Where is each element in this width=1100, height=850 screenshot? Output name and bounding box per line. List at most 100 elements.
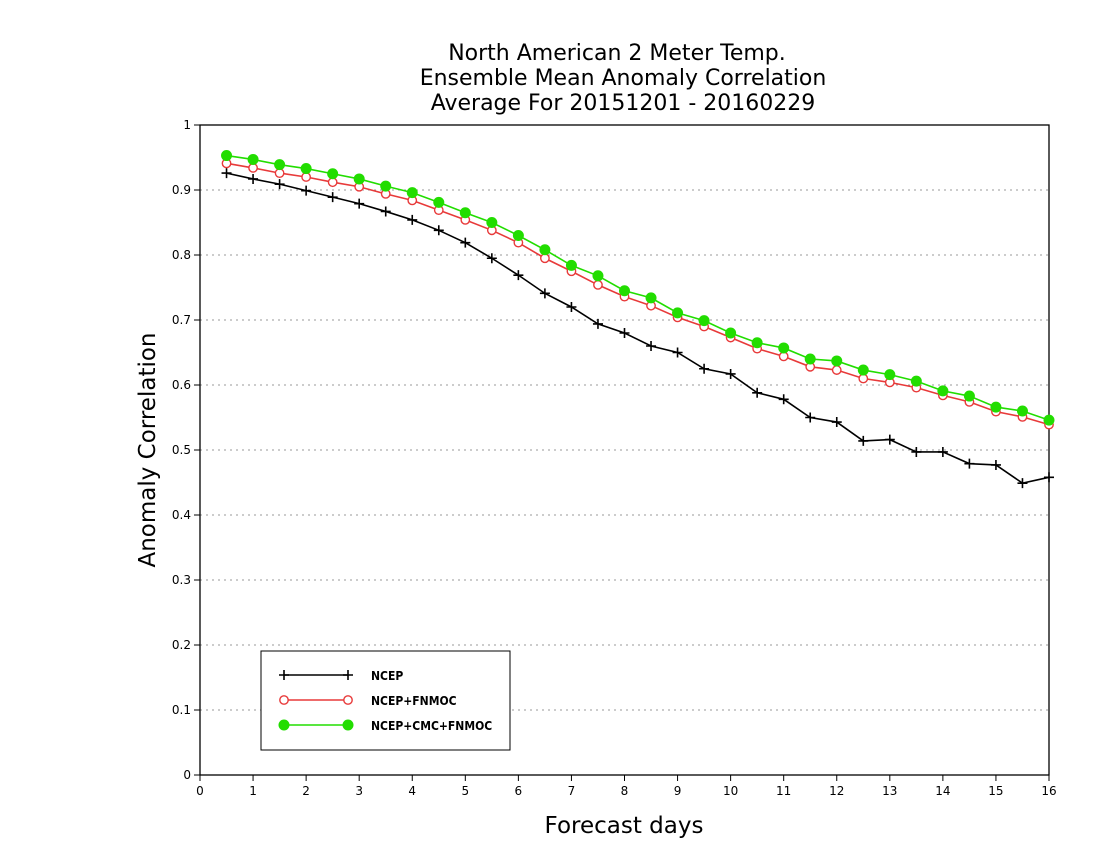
data-point [512, 230, 524, 241]
legend-marker [342, 719, 354, 731]
x-tick-label: 1 [249, 784, 257, 798]
data-point [406, 187, 418, 199]
y-axis: 0 0.1 0.2 0.3 0.4 0.5 0.6 0.7 0.8 0.9 1 [172, 118, 200, 782]
data-point [248, 173, 259, 184]
data-point [539, 288, 550, 299]
series-line [226, 172, 1050, 485]
y-tick-label: 0.2 [172, 638, 191, 652]
y-tick-label: 0.4 [172, 508, 191, 522]
legend-entry: NCEP+FNMOC [279, 694, 457, 708]
data-point [539, 244, 551, 256]
data-point [725, 327, 737, 339]
data-point [221, 150, 233, 162]
data-point [380, 206, 391, 217]
data-point [354, 198, 365, 209]
data-point [699, 363, 710, 374]
data-point [831, 355, 843, 367]
data-point [884, 434, 895, 445]
x-tick-label: 2 [302, 784, 310, 798]
data-point [459, 207, 471, 219]
y-tick-label: 1 [183, 118, 191, 132]
data-point [327, 177, 338, 188]
x-axis: 0 1 2 3 4 5 6 7 8 9 10 11 12 13 14 15 16 [196, 775, 1057, 798]
data-point [592, 270, 604, 282]
data-point [858, 435, 869, 446]
x-tick-label: 8 [621, 784, 629, 798]
y-tick-label: 0.5 [172, 443, 191, 457]
data-point [963, 390, 975, 402]
data-point [566, 302, 577, 312]
data-point [964, 458, 975, 469]
data-point [990, 401, 1002, 413]
x-tick-label: 3 [355, 784, 363, 798]
y-tick-label: 0.8 [172, 248, 191, 262]
grid-lines [200, 124, 1049, 711]
data-point [645, 292, 657, 304]
x-tick-label: 7 [568, 784, 576, 798]
data-point [565, 259, 577, 271]
data-point [804, 353, 816, 365]
data-point [593, 279, 603, 290]
data-point [407, 214, 418, 225]
legend-marker [278, 719, 290, 731]
data-point [884, 369, 896, 381]
data-point [486, 217, 498, 228]
legend-label: NCEP [371, 669, 403, 683]
data-point [327, 192, 338, 203]
data-point [990, 459, 1001, 470]
data-point [937, 446, 948, 457]
data-point [619, 328, 630, 338]
data-point [274, 179, 285, 190]
series-layer [221, 150, 1055, 489]
x-tick-label: 9 [674, 784, 682, 798]
chart-title-line-3: Average For 20151201 - 20160229 [431, 91, 816, 116]
data-point [433, 225, 444, 236]
x-tick-label: 5 [461, 784, 469, 798]
legend-marker [343, 670, 353, 680]
y-tick-label: 0.1 [172, 703, 191, 717]
y-tick-label: 0.7 [172, 313, 191, 327]
data-point [725, 368, 736, 379]
y-tick-label: 0.9 [172, 183, 191, 197]
data-point [301, 172, 312, 182]
data-point [221, 168, 232, 179]
data-point [752, 387, 763, 398]
legend-entry: NCEP+CMC+FNMOC [278, 719, 492, 733]
series-line [226, 154, 1050, 421]
data-point [805, 412, 816, 423]
data-point [619, 285, 630, 297]
x-tick-label: 4 [408, 784, 416, 798]
data-point [486, 253, 497, 264]
x-axis-label: Forecast days [545, 813, 704, 839]
data-point [274, 159, 286, 171]
legend: NCEP NCEP+FNMOC NCEP+CMC+FNMOC [260, 650, 511, 751]
x-tick-label: 16 [1041, 784, 1056, 798]
data-point [540, 253, 550, 264]
data-point [300, 163, 312, 175]
data-point [858, 373, 869, 384]
y-tick-label: 0.3 [172, 573, 191, 587]
legend-entry: NCEP [279, 669, 403, 683]
data-point [672, 347, 683, 358]
legend-marker [279, 670, 289, 680]
data-point [274, 168, 285, 179]
data-point [247, 153, 259, 165]
data-point [327, 168, 339, 180]
data-point [831, 365, 842, 375]
data-point [1043, 414, 1055, 426]
x-tick-label: 13 [882, 784, 897, 798]
x-tick-label: 6 [515, 784, 523, 798]
data-point [778, 342, 790, 354]
y-tick-label: 0.6 [172, 378, 191, 392]
legend-marker [279, 695, 289, 705]
data-point [592, 318, 603, 329]
x-tick-label: 14 [935, 784, 950, 798]
data-point [937, 385, 949, 397]
chart-title-line-1: North American 2 Meter Temp. [448, 41, 786, 66]
x-tick-label: 12 [829, 784, 844, 798]
data-point [248, 162, 258, 173]
data-point [353, 173, 365, 185]
data-point [672, 307, 684, 319]
data-point [778, 351, 789, 362]
